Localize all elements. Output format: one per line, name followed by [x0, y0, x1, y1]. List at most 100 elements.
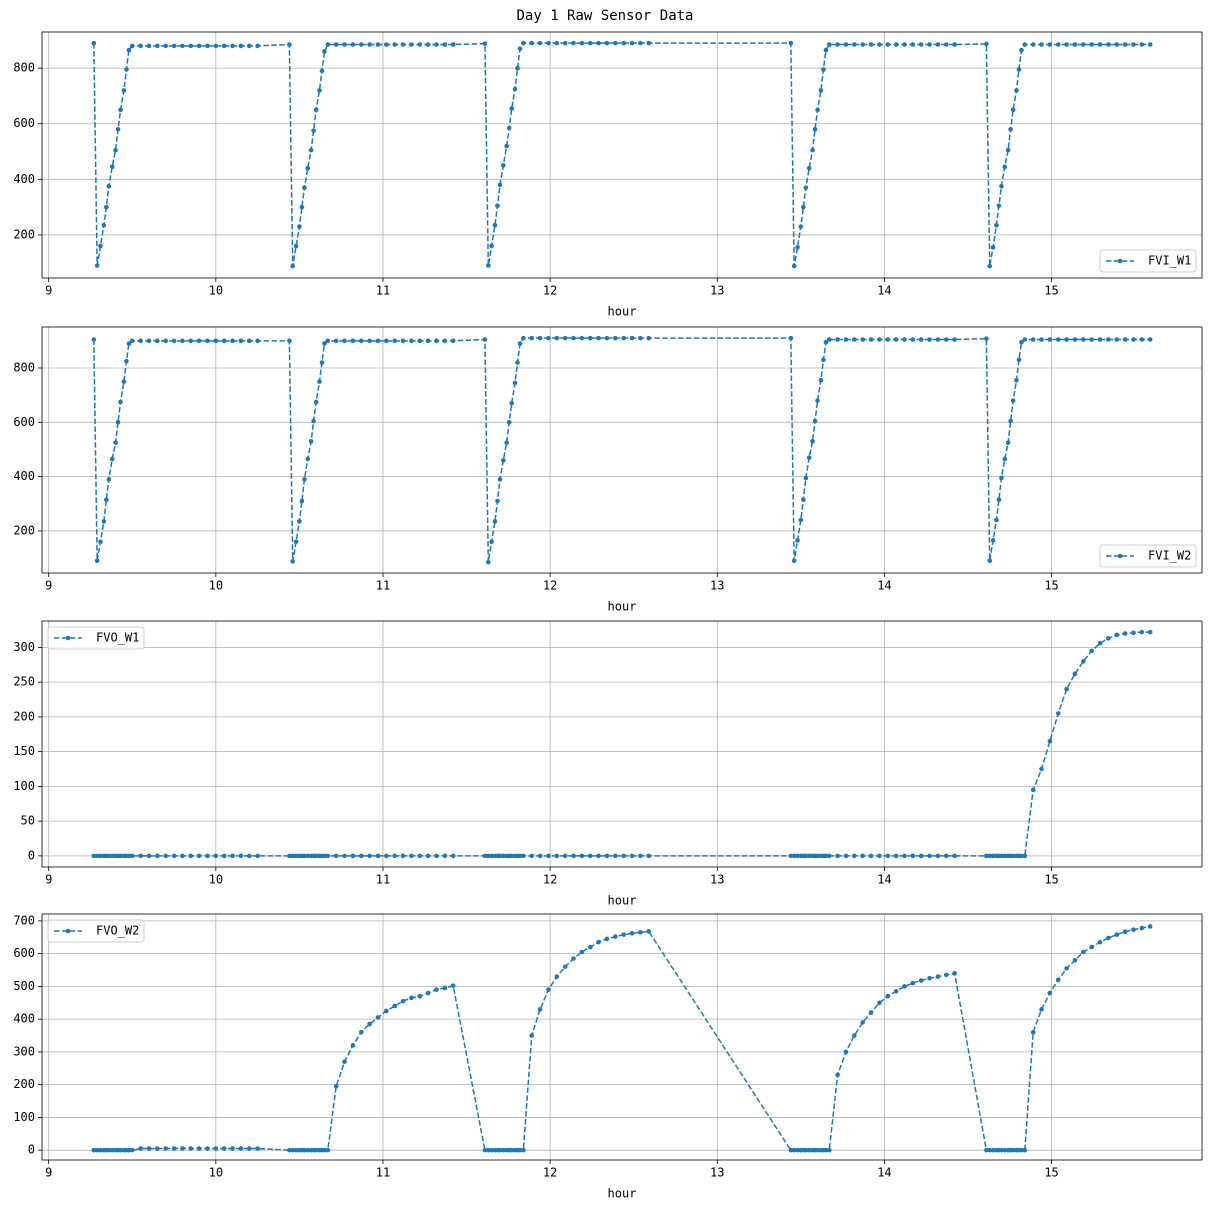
data-point: [297, 224, 302, 229]
data-point: [1002, 164, 1008, 170]
data-point: [322, 49, 327, 54]
data-point: [305, 853, 311, 859]
axes-frame: [41, 326, 1203, 574]
data-point: [302, 185, 307, 190]
data-point: [613, 853, 618, 859]
data-point: [91, 1147, 97, 1153]
data-point: [230, 1146, 235, 1151]
data-point: [1097, 640, 1103, 646]
data-point: [482, 853, 488, 859]
data-point: [171, 43, 177, 49]
data-point: [795, 1147, 800, 1153]
data-point: [358, 338, 364, 344]
data-point: [1019, 853, 1024, 859]
data-point: [1022, 1147, 1028, 1153]
data-point: [255, 338, 260, 344]
data-point: [442, 338, 448, 344]
x-tick-label: 10: [209, 873, 223, 887]
data-point: [299, 498, 305, 504]
data-point: [230, 338, 235, 344]
data-point: [935, 853, 941, 859]
data-point: [509, 853, 514, 859]
data-point: [823, 1147, 829, 1153]
data-point: [613, 335, 618, 341]
data-point: [501, 1147, 506, 1153]
data-point: [927, 42, 932, 47]
data-point: [918, 337, 924, 342]
data-point: [788, 40, 794, 46]
data-point: [1114, 42, 1120, 47]
data-point: [509, 106, 514, 111]
data-point: [1039, 766, 1044, 772]
y-tick-label: 600: [13, 415, 35, 429]
data-point: [290, 1147, 296, 1153]
data-point: [587, 335, 593, 341]
data-point: [255, 43, 260, 49]
data-point: [1022, 42, 1028, 47]
data-point: [255, 853, 260, 859]
data-point: [325, 42, 331, 47]
data-point: [333, 1083, 339, 1089]
data-point: [350, 338, 356, 344]
data-point: [521, 40, 526, 46]
data-point: [155, 1146, 160, 1151]
data-point: [918, 42, 924, 47]
data-point: [801, 204, 806, 210]
data-point: [835, 337, 840, 342]
data-point: [392, 338, 397, 344]
data-point: [495, 203, 500, 209]
data-point: [943, 853, 949, 859]
data-point: [146, 853, 152, 859]
data-point: [843, 337, 849, 342]
data-point: [517, 1147, 523, 1153]
data-point: [1147, 629, 1153, 635]
data-point: [943, 972, 949, 978]
data-point: [138, 43, 143, 49]
x-tick-label: 9: [45, 579, 52, 593]
data-point: [987, 1147, 993, 1153]
data-point: [497, 477, 503, 482]
data-point: [319, 360, 325, 365]
data-point: [180, 1146, 185, 1151]
data-point: [350, 1043, 356, 1048]
data-point: [877, 42, 882, 47]
data-point: [492, 519, 498, 524]
legend-marker: [1117, 258, 1123, 264]
data-point: [506, 420, 512, 425]
data-point: [818, 377, 824, 383]
data-point: [852, 1033, 857, 1038]
data-point: [843, 853, 849, 859]
data-point: [91, 853, 97, 859]
data-point: [302, 853, 307, 859]
data-point: [987, 558, 993, 564]
data-point: [927, 337, 932, 342]
data-point: [171, 1146, 177, 1151]
data-point: [596, 939, 601, 945]
data-point: [994, 222, 999, 228]
data-point: [109, 456, 115, 462]
data-point: [1106, 935, 1111, 941]
data-point: [129, 1147, 135, 1153]
data-point: [788, 1147, 794, 1153]
data-point: [646, 335, 652, 341]
data-point: [902, 984, 907, 989]
data-point: [1089, 648, 1094, 654]
data-point: [579, 949, 585, 955]
data-point: [1039, 337, 1044, 342]
data-point: [230, 853, 235, 859]
data-point: [806, 165, 812, 171]
data-point: [1055, 337, 1061, 342]
data-point: [795, 245, 800, 250]
data-point: [501, 853, 506, 859]
data-point: [98, 853, 103, 859]
data-point: [554, 853, 560, 859]
data-point: [325, 1147, 331, 1153]
data-point: [562, 40, 568, 46]
data-point: [305, 456, 311, 462]
data-point: [246, 338, 252, 344]
data-point: [621, 40, 626, 46]
data-point: [835, 853, 840, 859]
data-point: [621, 932, 626, 937]
data-point: [384, 853, 389, 859]
data-point: [1072, 957, 1078, 963]
